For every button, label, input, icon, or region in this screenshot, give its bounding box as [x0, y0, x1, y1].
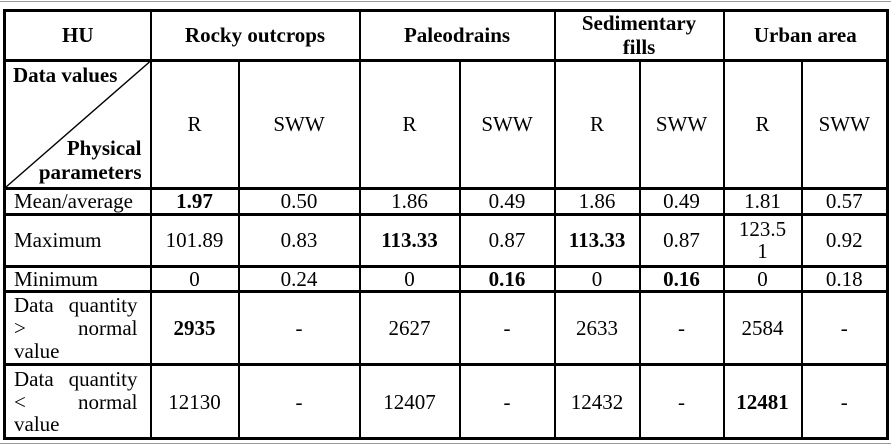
group-header-rocky-outcrops: Rocky outcrops — [149, 8, 361, 63]
subheader-cell: R — [358, 59, 461, 191]
group-header-label: Rocky outcrops — [184, 23, 326, 48]
value-cell: 0 — [553, 264, 641, 294]
diagonal-divider-line — [6, 62, 150, 187]
hu-statistics-table: HU Rocky outcrops Paleodrains Sedimentar… — [3, 8, 890, 441]
value-cell: 12432 — [553, 363, 641, 441]
page-edge-line-bottom — [0, 443, 891, 444]
value-cell: 0 — [722, 264, 803, 294]
value-cell: 1.86 — [358, 187, 461, 216]
value-cell: 0.24 — [237, 264, 361, 294]
value-cell: - — [800, 363, 889, 441]
subheader-cell: SWW — [237, 59, 361, 191]
value-cell: 0 — [149, 264, 240, 294]
value-cell: 113.33 — [358, 212, 461, 268]
value-cell: 0.87 — [458, 212, 556, 268]
value-cell: 1.97 — [149, 187, 240, 216]
value-cell: 113.33 — [553, 212, 641, 268]
page-edge-line-top — [0, 1, 891, 2]
row-label: Minimum — [3, 264, 152, 294]
table-row-maximum: Maximum 101.89 0.83 113.33 0.87 113.33 0… — [3, 212, 889, 268]
hu-header-cell: HU — [3, 8, 152, 63]
value-cell: 0.50 — [237, 187, 361, 216]
value-cell: 2584 — [722, 290, 803, 367]
row-label: Data quantity < normal value — [3, 363, 152, 441]
value-cell: - — [458, 290, 556, 367]
value-cell: 0.49 — [638, 187, 725, 216]
group-header-label: Urban area — [753, 23, 857, 48]
value-cell: 123.51 — [722, 212, 803, 268]
group-header-label: Sedimentary fills — [581, 11, 697, 59]
subheader-cell: R — [149, 59, 240, 191]
subheader-cell: SWW — [638, 59, 725, 191]
group-header-paleodrains: Paleodrains — [358, 8, 556, 63]
group-header-label: Paleodrains — [403, 23, 511, 48]
subheader-row: Data values Physical parameters R SWW R … — [3, 59, 889, 191]
table-row-mean: Mean/average 1.97 0.50 1.86 0.49 1.86 0.… — [3, 187, 889, 216]
value-cell: - — [237, 290, 361, 367]
value-cell: 0 — [358, 264, 461, 294]
corner-cell: Data values Physical parameters — [3, 59, 152, 191]
value-cell: - — [458, 363, 556, 441]
value-cell: 1.81 — [722, 187, 803, 216]
table-row-quantity-below-normal: Data quantity < normal value 12130 - 124… — [3, 363, 889, 441]
value-cell: 101.89 — [149, 212, 240, 268]
value-cell: - — [638, 290, 725, 367]
row-label: Maximum — [3, 212, 152, 268]
value-cell: 12481 — [722, 363, 803, 441]
value-cell: 2627 — [358, 290, 461, 367]
subheader-cell: R — [553, 59, 641, 191]
group-header-urban-area: Urban area — [722, 8, 889, 63]
subheader-cell: SWW — [458, 59, 556, 191]
value-cell: 0.92 — [800, 212, 889, 268]
value-cell: 0.16 — [458, 264, 556, 294]
group-header-sedimentary-fills: Sedimentary fills — [553, 8, 725, 63]
value-cell: 0.16 — [638, 264, 725, 294]
table-row-minimum: Minimum 0 0.24 0 0.16 0 0.16 0 0.18 — [3, 264, 889, 294]
value-cell: 1.86 — [553, 187, 641, 216]
value-cell: 2633 — [553, 290, 641, 367]
table-row-quantity-above-normal: Data quantity > normal value 2935 - 2627… — [3, 290, 889, 367]
corner-bottom-label: Physical parameters — [38, 136, 142, 184]
value-cell: 2935 — [149, 290, 240, 367]
value-cell: 0.57 — [800, 187, 889, 216]
row-label: Data quantity > normal value — [3, 290, 152, 367]
value-cell: 12407 — [358, 363, 461, 441]
wrapped-value: 123.51 — [738, 217, 787, 264]
corner-top-label: Data values — [13, 63, 118, 88]
value-cell: 0.18 — [800, 264, 889, 294]
value-cell: 0.83 — [237, 212, 361, 268]
row-label: Mean/average — [3, 187, 152, 216]
value-cell: - — [237, 363, 361, 441]
value-cell: - — [800, 290, 889, 367]
subheader-cell: R — [722, 59, 803, 191]
value-cell: 0.87 — [638, 212, 725, 268]
value-cell: - — [638, 363, 725, 441]
value-cell: 0.49 — [458, 187, 556, 216]
value-cell: 12130 — [149, 363, 240, 441]
group-header-row: HU Rocky outcrops Paleodrains Sedimentar… — [3, 8, 889, 63]
subheader-cell: SWW — [800, 59, 889, 191]
